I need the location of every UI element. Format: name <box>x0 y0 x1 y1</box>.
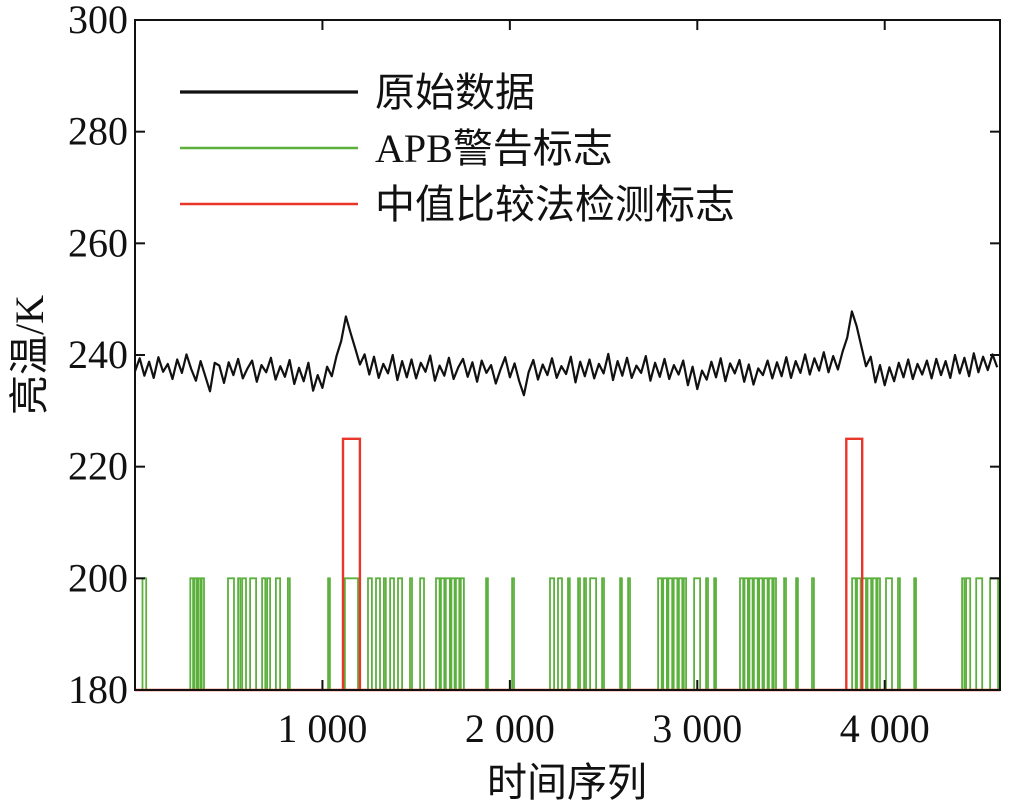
apb-warning-flag-pulse <box>367 577 373 690</box>
apb-warning-flag-pulse <box>758 577 764 690</box>
median-detection-flag-pulse <box>341 437 362 690</box>
legend-label-apb-warning-flag: APB警告标志 <box>375 126 613 171</box>
apb-warning-flag-pulse <box>705 577 709 690</box>
apb-warning-flag-pulse <box>435 577 441 690</box>
apb-warning-flag-pulse <box>772 577 777 690</box>
apb-warning-flag-pulse <box>871 577 878 690</box>
apb-warning-flag-pulse <box>237 577 242 690</box>
y-tick-label: 180 <box>68 667 128 712</box>
apb-warning-flag-pulse <box>200 577 205 690</box>
apb-warning-flag-pulse <box>627 577 631 690</box>
apb-warning-flag-pulse <box>965 577 972 690</box>
apb-warning-flag-pulse <box>197 577 202 690</box>
apb-warning-flag-pulse <box>657 577 663 690</box>
apb-warning-flag-pulse <box>397 577 404 690</box>
apb-warning-flag-pulse <box>961 577 966 690</box>
x-axis-label: 时间序列 <box>487 760 647 805</box>
x-tick-label: 1 000 <box>277 706 367 751</box>
apb-warning-flag-pulse <box>897 577 901 690</box>
apb-warning-flag-pulse <box>249 577 258 690</box>
x-tick-label: 3 000 <box>652 706 742 751</box>
apb-warning-flag-pulse <box>693 577 701 690</box>
apb-warning-flag-pulse <box>748 577 754 690</box>
apb-warning-flag-pulse <box>811 577 815 690</box>
raw-data-line <box>133 310 999 397</box>
apb-warning-flag-pulse <box>866 577 873 690</box>
apb-warning-flag-pulse <box>327 577 331 690</box>
y-axis-label: 亮温/K <box>7 295 52 415</box>
apb-warning-flag-pulse <box>795 577 799 690</box>
apb-warning-flag-pulse <box>662 577 668 690</box>
apb-warning-flag-pulse <box>261 577 267 690</box>
x-tick-label: 4 000 <box>840 706 930 751</box>
apb-warning-flag-pulse <box>583 577 587 690</box>
apb-warning-flag-pulse <box>678 577 684 690</box>
apb-warning-flag-pulse <box>375 577 381 690</box>
apb-warning-flag-pulse <box>485 577 489 690</box>
apb-warning-flag-pulse <box>885 577 893 690</box>
y-tick-label: 240 <box>68 332 128 377</box>
apb-warning-flag-pulse <box>975 577 984 690</box>
apb-warning-flag-pulse <box>274 577 282 690</box>
apb-warning-flag-pulse <box>557 577 563 690</box>
apb-warning-flag-pulse <box>753 577 759 690</box>
legend-item-apb-warning-flag: APB警告标志 <box>180 126 613 171</box>
apb-warning-flag-pulse <box>382 577 387 690</box>
apb-warning-flag-pulse <box>672 577 679 690</box>
y-tick-label: 260 <box>68 220 128 265</box>
apb-warning-flag-pulse <box>682 577 687 690</box>
apb-warning-flag-pulse <box>286 577 291 690</box>
apb-warning-flag-pulse <box>851 577 857 690</box>
apb-warning-flag-pulse <box>454 577 461 690</box>
plot-axes: 180 200 220 240 260 280 300 1 000 2 000 3 000 4 00… <box>68 0 1001 751</box>
median-detection-flag-pulse <box>845 437 864 690</box>
apb-warning-flag-pulse <box>577 577 581 690</box>
apb-warning-flag-pulse <box>743 577 749 690</box>
apb-warning-flag-pulse <box>419 577 425 690</box>
apb-warning-flag-pulse <box>989 577 999 690</box>
apb-warning-flag-pulse <box>783 577 787 690</box>
apb-warning-flag-pulse <box>439 577 446 690</box>
apb-warning-flag-pulse <box>913 577 917 690</box>
legend: 原始数据 APB警告标志 中值比较法检测标志 <box>180 70 735 227</box>
legend-item-median-detection-flag: 中值比较法检测标志 <box>180 182 735 227</box>
apb-warning-flag-pulse <box>601 577 605 690</box>
y-tick-label: 300 <box>68 0 128 42</box>
apb-warning-flag-pulse <box>409 577 413 690</box>
apb-warning-flag-pulse <box>450 577 456 690</box>
apb-warning-flag-pulse <box>876 577 881 690</box>
apb-warning-flag-pulse <box>389 577 395 690</box>
apb-warning-flag-pulse <box>763 577 769 690</box>
apb-warning-flag-pulse <box>189 577 195 690</box>
legend-label-raw-data: 原始数据 <box>375 70 535 115</box>
apb-warning-flag-pulse <box>619 577 623 690</box>
apb-warning-flag-pulse <box>549 577 555 690</box>
apb-warning-flag-pulse <box>667 577 674 690</box>
x-tick-label: 2 000 <box>465 706 555 751</box>
apb-warning-flag-pulse <box>444 577 451 690</box>
y-tick-label: 280 <box>68 109 128 154</box>
y-tick-label: 200 <box>68 555 128 600</box>
y-tick-label: 220 <box>68 444 128 489</box>
legend-label-median-detection-flag: 中值比较法检测标志 <box>375 182 735 227</box>
apb-warning-flag-pulse <box>227 577 235 690</box>
apb-warning-flag-pulse <box>241 577 247 690</box>
apb-warning-flag-pulse <box>856 577 862 690</box>
apb-warning-flag-pulse <box>459 577 465 690</box>
apb-warning-flag-pulse <box>589 577 597 690</box>
apb-warning-flag-pulse <box>567 577 571 690</box>
apb-warning-flag-pulse <box>266 577 272 690</box>
apb-warning-flag-pulse <box>511 577 515 690</box>
apb-warning-flag-pulse <box>141 577 148 690</box>
plot-series <box>133 310 1000 692</box>
apb-warning-flag-pulse <box>193 577 198 690</box>
apb-warning-flag-pulse <box>739 577 745 690</box>
apb-warning-flag-pulse <box>768 577 774 690</box>
apb-warning-flag-pulse <box>343 577 359 690</box>
legend-item-raw-data: 原始数据 <box>180 70 535 115</box>
apb-warning-flag-pulse <box>713 577 717 690</box>
